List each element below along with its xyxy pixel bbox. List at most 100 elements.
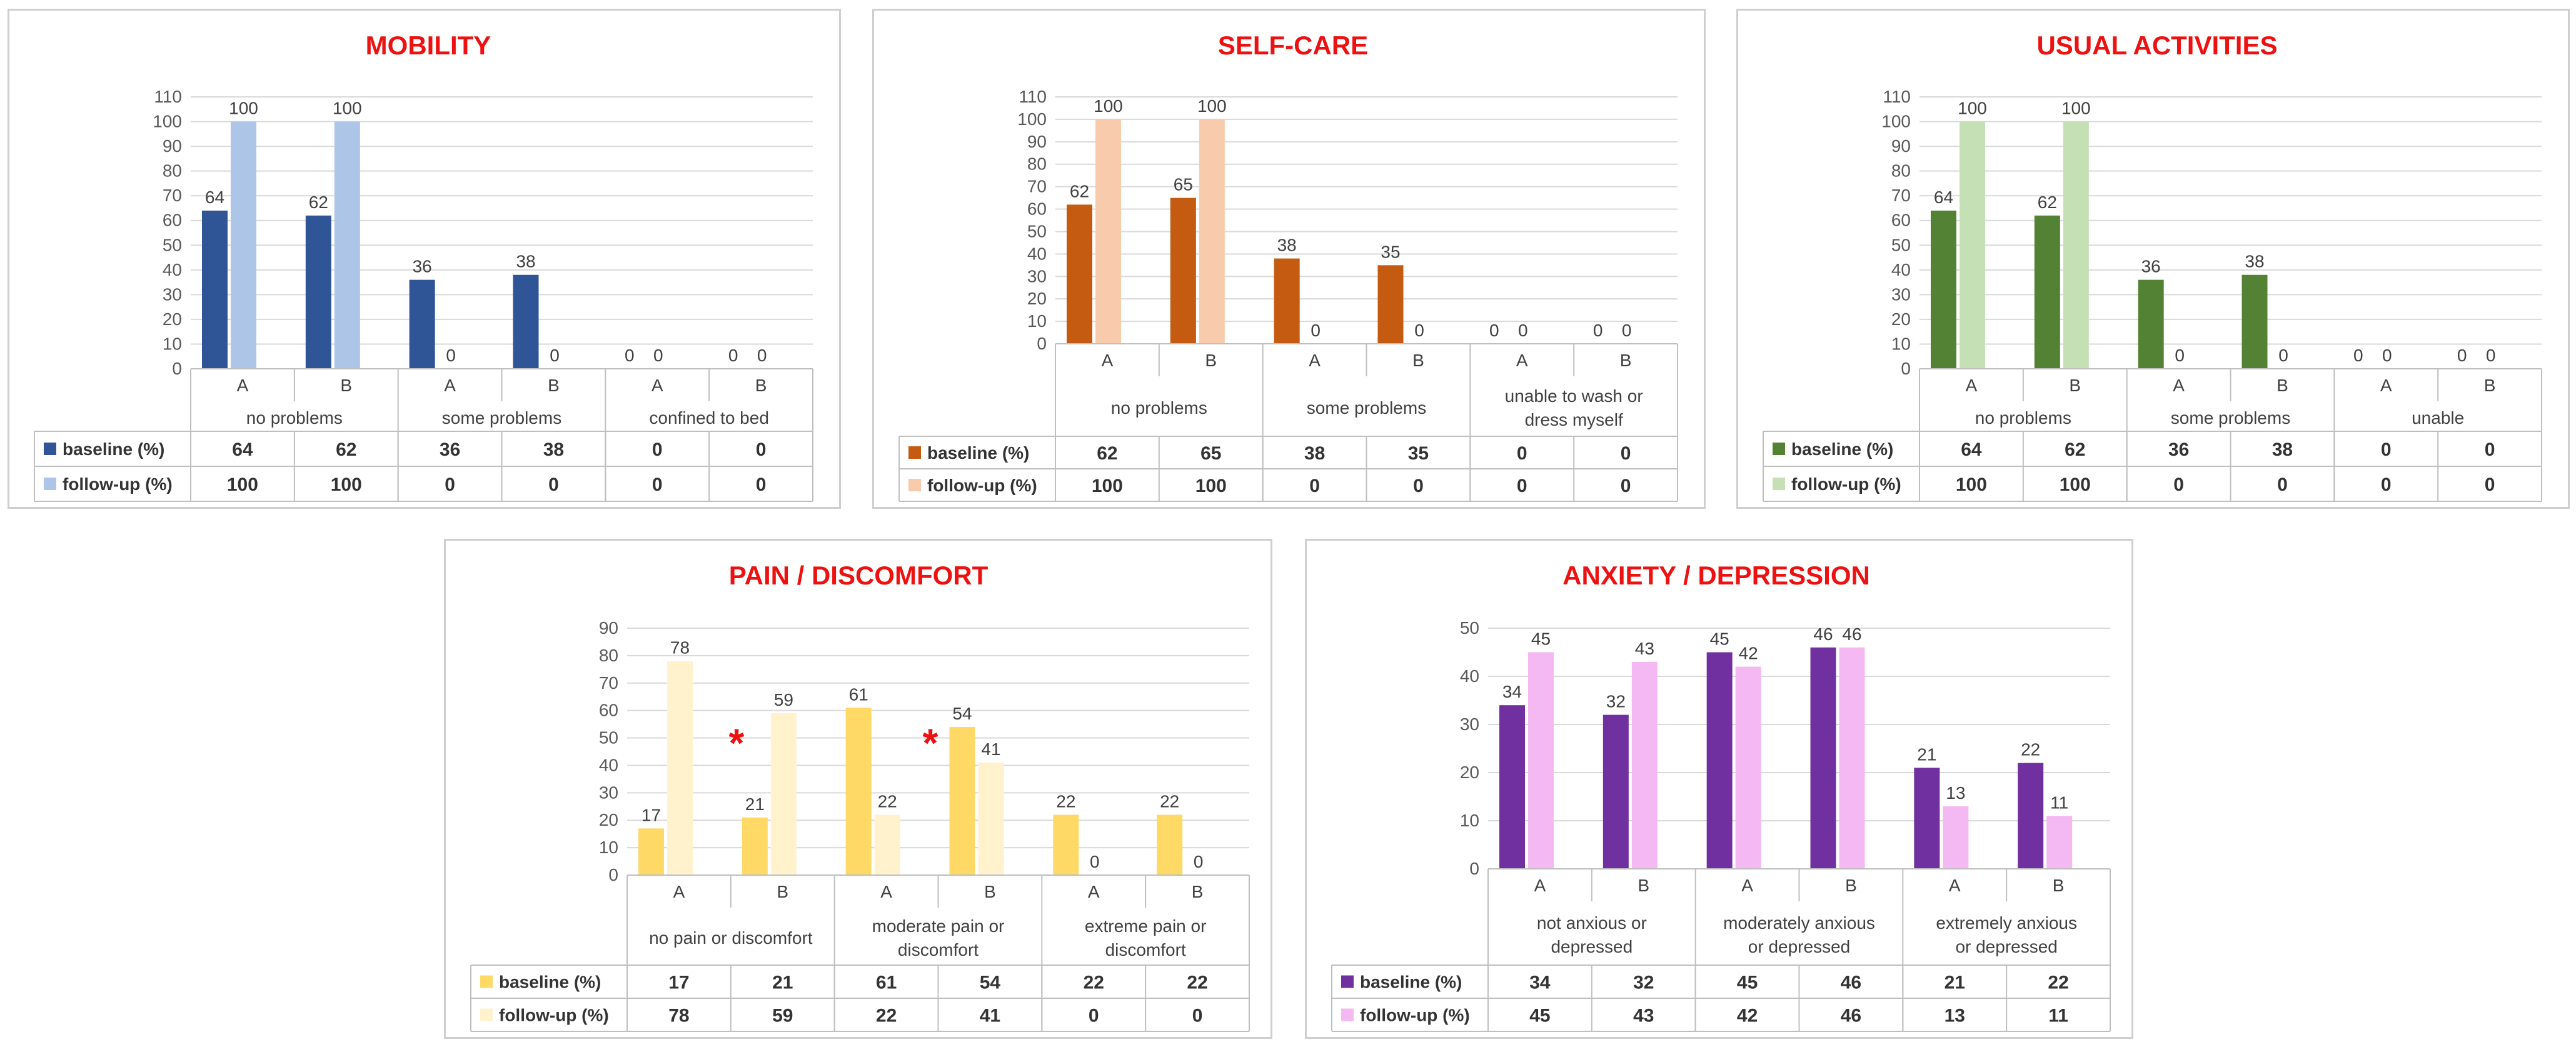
x-tick-label: A bbox=[1966, 376, 1978, 395]
chart-title: ANXIETY / DEPRESSION bbox=[1562, 561, 1870, 590]
group-label: no problems bbox=[1975, 408, 2071, 428]
table-cell: 0 bbox=[2173, 474, 2184, 495]
x-tick-label: B bbox=[1412, 351, 1424, 370]
table-cell: 0 bbox=[2381, 439, 2392, 460]
x-tick-label: A bbox=[652, 376, 663, 395]
y-tick-label: 0 bbox=[1037, 334, 1047, 353]
x-tick-label: A bbox=[673, 882, 685, 901]
data-label: 46 bbox=[1842, 624, 1861, 644]
bar bbox=[1810, 647, 1836, 869]
bar bbox=[1170, 198, 1196, 344]
y-tick-label: 10 bbox=[1891, 334, 1911, 353]
table-cell: 0 bbox=[756, 439, 767, 460]
group-label: some problems bbox=[2171, 408, 2290, 428]
data-label: 100 bbox=[1094, 96, 1123, 116]
data-label: 22 bbox=[1056, 791, 1075, 811]
group-label: not anxious or bbox=[1537, 913, 1647, 933]
group-label: dress myself bbox=[1525, 410, 1623, 429]
table-cell: 46 bbox=[1841, 1006, 1861, 1026]
table-cell: 0 bbox=[1517, 476, 1527, 496]
y-tick-label: 0 bbox=[608, 865, 618, 884]
y-tick-label: 20 bbox=[599, 810, 618, 829]
y-tick-label: 40 bbox=[599, 755, 618, 774]
y-tick-label: 90 bbox=[1891, 136, 1911, 156]
legend-swatch bbox=[908, 446, 921, 459]
y-tick-label: 30 bbox=[163, 284, 182, 304]
legend-label: follow-up (%) bbox=[499, 1006, 609, 1025]
y-tick-label: 10 bbox=[1460, 811, 1479, 830]
table-cell: 62 bbox=[2065, 439, 2085, 460]
y-tick-label: 70 bbox=[1891, 186, 1911, 205]
y-tick-label: 30 bbox=[1891, 284, 1911, 304]
bar bbox=[1199, 119, 1225, 344]
data-label: 0 bbox=[2353, 346, 2363, 365]
bar bbox=[334, 121, 360, 369]
chart-panel-anxiety-depression: ANXIETY / DEPRESSION 0 10 20 30 40 50 34 32 45 46 2… bbox=[1305, 539, 2133, 1039]
table-cell: 0 bbox=[652, 439, 663, 460]
y-tick-label: 50 bbox=[1460, 618, 1479, 638]
group-label: no problems bbox=[246, 408, 343, 428]
bar bbox=[202, 210, 228, 369]
y-tick-label: 110 bbox=[1019, 87, 1047, 106]
table-cell: 43 bbox=[1633, 1006, 1654, 1026]
data-label: 64 bbox=[205, 188, 224, 207]
bar bbox=[1914, 768, 1940, 869]
y-tick-label: 0 bbox=[1901, 359, 1911, 378]
significance-marker: * bbox=[729, 721, 745, 766]
data-label: 43 bbox=[1635, 639, 1654, 658]
y-tick-label: 60 bbox=[1027, 199, 1047, 219]
table-cell: 0 bbox=[652, 474, 663, 495]
legend-label: baseline (%) bbox=[63, 439, 164, 459]
y-tick-label: 30 bbox=[1027, 266, 1047, 286]
data-label: 22 bbox=[2021, 740, 2040, 759]
y-tick-label: 100 bbox=[1017, 109, 1047, 129]
table-cell: 35 bbox=[1408, 443, 1429, 464]
data-label: 0 bbox=[728, 346, 738, 365]
data-label: 0 bbox=[550, 346, 560, 365]
y-tick-label: 40 bbox=[1891, 260, 1911, 279]
group-label: moderate pain or bbox=[872, 916, 1005, 936]
y-tick-label: 70 bbox=[599, 673, 618, 693]
x-tick-label: A bbox=[1088, 882, 1100, 901]
y-tick-label: 70 bbox=[1027, 177, 1047, 196]
group-label: unable bbox=[2412, 408, 2464, 428]
bar bbox=[409, 279, 435, 369]
data-label: 41 bbox=[981, 739, 1000, 759]
table-cell: 64 bbox=[232, 439, 253, 460]
x-tick-label: A bbox=[237, 376, 249, 395]
y-tick-label: 30 bbox=[1460, 714, 1479, 734]
bar bbox=[1960, 121, 1985, 369]
y-tick-label: 50 bbox=[1891, 235, 1911, 254]
table-cell: 45 bbox=[1529, 1006, 1550, 1026]
data-label: 17 bbox=[641, 805, 661, 824]
table-cell: 65 bbox=[1200, 443, 1221, 464]
significance-marker: * bbox=[923, 721, 938, 766]
data-label: 100 bbox=[229, 99, 258, 118]
table-cell: 0 bbox=[1621, 443, 1631, 464]
table-cell: 0 bbox=[1309, 476, 1320, 496]
x-tick-label: B bbox=[1205, 351, 1217, 370]
group-label: confined to bed bbox=[649, 408, 769, 428]
data-label: 38 bbox=[2245, 252, 2264, 271]
x-tick-label: A bbox=[444, 376, 456, 395]
table-cell: 45 bbox=[1737, 973, 1758, 993]
data-label: 0 bbox=[446, 346, 456, 365]
data-label: 0 bbox=[1311, 321, 1321, 340]
data-label: 21 bbox=[1917, 744, 1936, 764]
y-tick-label: 80 bbox=[599, 646, 618, 665]
data-label: 100 bbox=[1197, 96, 1227, 116]
chart-panel-usual-activities: USUAL ACTIVITIES 0 10 20 30 40 50 60 70 80 90 100 11… bbox=[1736, 9, 2570, 509]
data-label: 0 bbox=[1489, 321, 1499, 340]
legend-label: baseline (%) bbox=[1791, 439, 1893, 459]
table-cell: 0 bbox=[1089, 1006, 1099, 1026]
y-tick-label: 40 bbox=[163, 260, 182, 279]
data-label: 0 bbox=[1414, 321, 1424, 340]
bar bbox=[305, 215, 331, 369]
table-cell: 100 bbox=[331, 474, 362, 495]
data-label: 0 bbox=[1622, 321, 1632, 340]
table-cell: 34 bbox=[1529, 973, 1551, 993]
y-tick-label: 50 bbox=[599, 728, 618, 748]
group-label: discomfort bbox=[1105, 940, 1186, 959]
group-label: some problems bbox=[442, 408, 561, 428]
x-tick-label: B bbox=[1638, 876, 1649, 895]
